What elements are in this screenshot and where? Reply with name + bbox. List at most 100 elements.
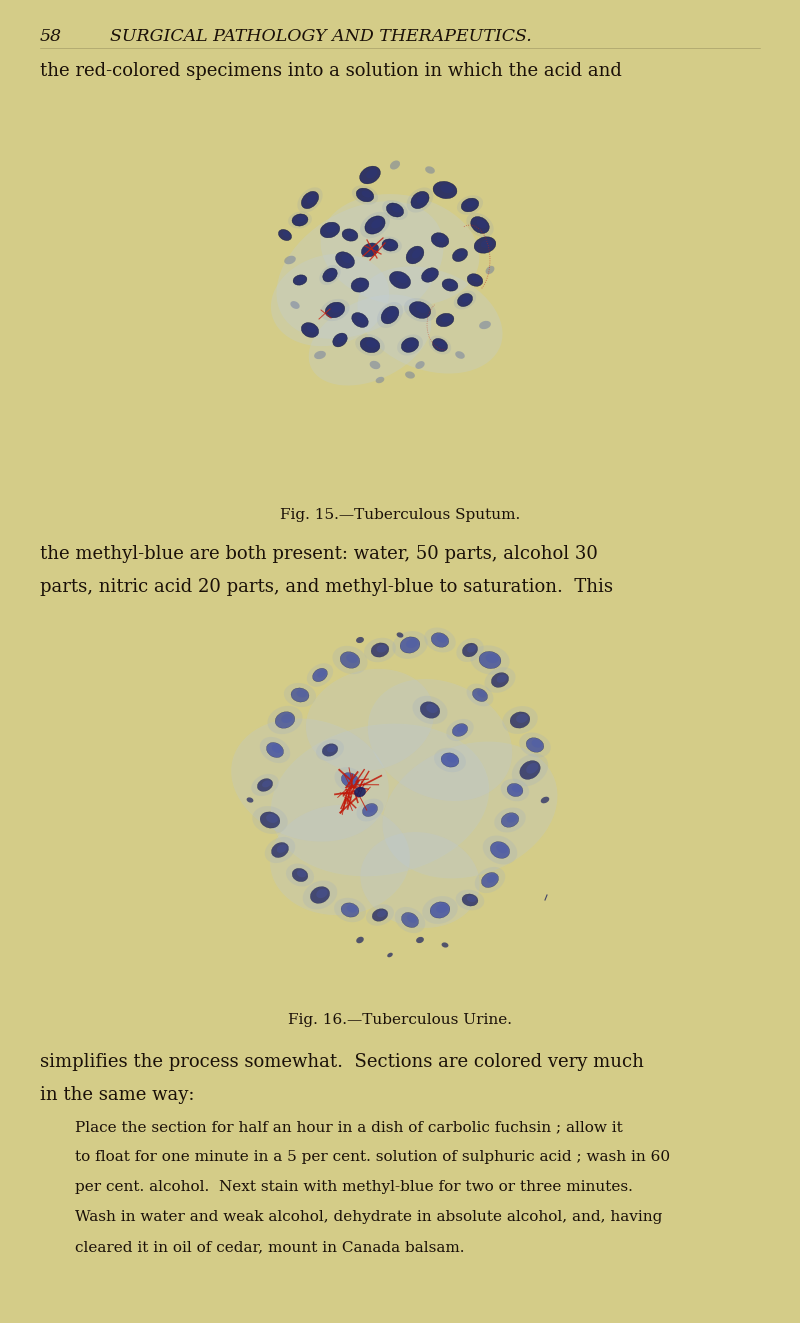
Ellipse shape (422, 267, 438, 282)
Ellipse shape (346, 774, 357, 783)
Ellipse shape (327, 745, 336, 753)
Ellipse shape (377, 910, 386, 917)
Text: parts, nitric acid 20 parts, and methyl-blue to saturation.  This: parts, nitric acid 20 parts, and methyl-… (40, 578, 613, 595)
Ellipse shape (366, 245, 376, 253)
Ellipse shape (491, 672, 509, 688)
Ellipse shape (454, 291, 476, 310)
Ellipse shape (371, 218, 382, 229)
Ellipse shape (382, 200, 408, 220)
Ellipse shape (466, 201, 476, 208)
Ellipse shape (275, 712, 294, 728)
Ellipse shape (466, 684, 494, 706)
Ellipse shape (437, 235, 446, 242)
Ellipse shape (351, 278, 369, 292)
Ellipse shape (333, 646, 367, 675)
Ellipse shape (246, 798, 254, 803)
Ellipse shape (427, 270, 436, 278)
Ellipse shape (313, 668, 327, 681)
Ellipse shape (365, 216, 385, 234)
Ellipse shape (437, 340, 446, 348)
Ellipse shape (390, 271, 410, 288)
Ellipse shape (341, 902, 359, 917)
Ellipse shape (321, 194, 479, 306)
Ellipse shape (366, 169, 378, 179)
Ellipse shape (431, 233, 449, 247)
Ellipse shape (479, 651, 501, 668)
Ellipse shape (356, 937, 364, 943)
Ellipse shape (378, 237, 402, 254)
Ellipse shape (292, 868, 308, 881)
Ellipse shape (338, 336, 345, 343)
Ellipse shape (447, 280, 456, 287)
Text: cleared it in oil of cedar, mount in Canada balsam.: cleared it in oil of cedar, mount in Can… (75, 1240, 465, 1254)
Ellipse shape (319, 265, 341, 284)
Ellipse shape (411, 192, 429, 209)
Ellipse shape (477, 691, 486, 697)
Ellipse shape (470, 646, 510, 675)
Ellipse shape (457, 196, 483, 214)
Ellipse shape (342, 254, 352, 263)
Ellipse shape (436, 314, 454, 327)
Ellipse shape (306, 669, 434, 771)
Ellipse shape (298, 277, 305, 282)
Ellipse shape (382, 239, 398, 251)
Ellipse shape (262, 781, 271, 787)
Ellipse shape (467, 644, 476, 652)
Ellipse shape (318, 669, 326, 677)
Ellipse shape (474, 867, 506, 893)
Ellipse shape (387, 241, 396, 247)
Ellipse shape (267, 705, 302, 734)
Ellipse shape (397, 335, 423, 356)
Text: per cent. alcohol.  Next stain with methyl-blue for two or three minutes.: per cent. alcohol. Next stain with methy… (75, 1180, 633, 1193)
Ellipse shape (413, 696, 447, 724)
Ellipse shape (501, 779, 530, 802)
Ellipse shape (376, 377, 384, 384)
Ellipse shape (496, 844, 508, 853)
Ellipse shape (526, 738, 544, 753)
Text: in the same way:: in the same way: (40, 1086, 194, 1103)
Ellipse shape (446, 718, 474, 741)
Ellipse shape (281, 714, 293, 722)
Ellipse shape (420, 701, 440, 718)
Ellipse shape (452, 724, 468, 737)
Ellipse shape (467, 274, 482, 286)
Ellipse shape (342, 229, 358, 241)
Ellipse shape (334, 898, 366, 922)
Ellipse shape (310, 886, 330, 904)
Ellipse shape (402, 913, 418, 927)
Ellipse shape (456, 638, 484, 662)
Ellipse shape (282, 232, 290, 237)
Ellipse shape (406, 639, 418, 648)
Ellipse shape (284, 255, 296, 265)
Ellipse shape (352, 185, 378, 205)
Text: the methyl-blue are both present: water, 50 parts, alcohol 30: the methyl-blue are both present: water,… (40, 545, 598, 564)
Ellipse shape (431, 632, 449, 647)
Ellipse shape (541, 796, 550, 803)
Ellipse shape (297, 216, 306, 222)
Ellipse shape (512, 754, 548, 786)
Ellipse shape (433, 181, 457, 198)
Ellipse shape (362, 243, 378, 257)
Ellipse shape (410, 302, 430, 319)
Ellipse shape (352, 312, 368, 327)
Ellipse shape (440, 184, 454, 193)
Ellipse shape (266, 814, 278, 823)
Ellipse shape (416, 304, 428, 314)
Ellipse shape (342, 773, 358, 787)
Ellipse shape (482, 872, 498, 888)
Ellipse shape (481, 239, 493, 247)
Ellipse shape (382, 742, 558, 878)
Ellipse shape (426, 704, 438, 713)
Ellipse shape (497, 675, 507, 683)
Ellipse shape (316, 740, 344, 761)
Ellipse shape (326, 225, 337, 233)
Ellipse shape (422, 896, 458, 923)
Ellipse shape (473, 688, 487, 701)
Ellipse shape (429, 336, 451, 355)
Ellipse shape (526, 763, 538, 774)
Ellipse shape (290, 302, 300, 310)
Ellipse shape (357, 799, 383, 822)
Ellipse shape (386, 202, 404, 217)
Ellipse shape (436, 904, 448, 913)
Text: Fig. 15.—Tuberculous Sputum.: Fig. 15.—Tuberculous Sputum. (280, 508, 520, 523)
